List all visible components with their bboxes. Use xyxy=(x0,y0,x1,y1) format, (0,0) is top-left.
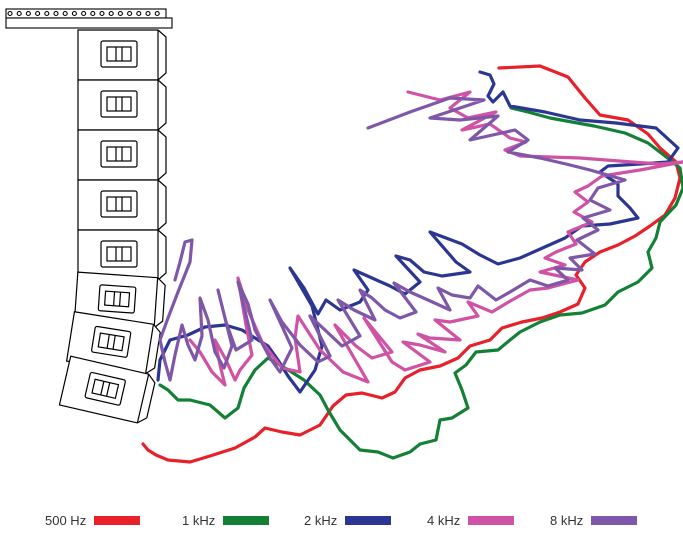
legend-swatch xyxy=(591,516,638,525)
legend-label: 8 kHz xyxy=(550,513,584,528)
speaker-cabinet xyxy=(77,29,167,81)
rigging-hole xyxy=(71,10,77,17)
legend-item-500hz: 500 Hz xyxy=(45,513,141,528)
rigging-hole xyxy=(145,10,151,17)
rigging-holes xyxy=(7,10,160,17)
rigging-hole xyxy=(7,10,13,17)
rigging-hole xyxy=(136,10,142,17)
legend-item-4khz: 4 kHz xyxy=(427,513,515,528)
rigging-bar xyxy=(5,8,173,29)
speaker-cabinet xyxy=(77,79,167,131)
speaker-cabinet xyxy=(65,311,161,375)
rigging-hole xyxy=(53,10,59,17)
speaker-cabinet xyxy=(77,229,167,281)
rigging-hole xyxy=(117,10,123,17)
rigging-hole xyxy=(99,10,105,17)
rigging-hole xyxy=(127,10,133,17)
line-array-speakers xyxy=(58,29,167,424)
legend-label: 1 kHz xyxy=(182,513,216,528)
legend-item-1khz: 1 kHz xyxy=(182,513,270,528)
rigging-hole xyxy=(90,10,96,17)
rigging-hole xyxy=(81,10,87,17)
curve-2khz xyxy=(156,70,680,394)
rigging-hole xyxy=(62,10,68,17)
legend-label: 2 kHz xyxy=(304,513,338,528)
legend-label: 500 Hz xyxy=(45,513,87,528)
legend-item-8khz: 8 kHz xyxy=(550,513,638,528)
rigging-hole xyxy=(25,10,31,17)
legend-swatch xyxy=(94,516,141,525)
legend-label: 4 kHz xyxy=(427,513,461,528)
legend: 500 Hz 1 kHz 2 kHz 4 kHz 8 kHz xyxy=(0,513,683,533)
curve-1khz xyxy=(158,106,683,460)
speaker-cabinet xyxy=(77,129,167,181)
curve-500hz xyxy=(141,64,682,464)
rigging-hole xyxy=(35,10,41,17)
rigging-hole xyxy=(16,10,22,17)
speaker-cabinet xyxy=(77,179,167,231)
legend-item-2khz: 2 kHz xyxy=(304,513,392,528)
speaker-cabinet xyxy=(58,355,156,424)
legend-swatch xyxy=(468,516,515,525)
curve-8khz xyxy=(158,96,627,382)
speaker-cabinet xyxy=(73,271,166,329)
rigging-hole xyxy=(154,10,160,17)
legend-swatch xyxy=(345,516,392,525)
legend-swatch xyxy=(223,516,270,525)
rigging-hole xyxy=(108,10,114,17)
rigging-hole xyxy=(44,10,50,17)
